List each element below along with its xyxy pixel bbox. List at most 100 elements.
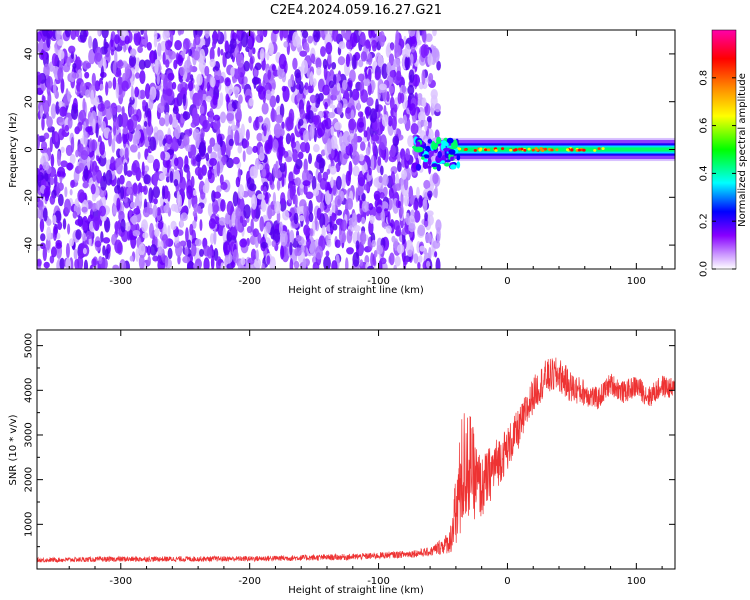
noise-blob [182, 255, 191, 264]
noise-blob [103, 100, 111, 110]
noise-blob [68, 45, 76, 54]
noise-blob [160, 196, 164, 207]
noise-blob [171, 116, 179, 128]
noise-blob [385, 44, 392, 58]
noise-blob [280, 245, 285, 260]
noise-blob [192, 50, 200, 61]
noise-blob [388, 115, 393, 127]
noise-blob [398, 117, 404, 124]
noise-blob [69, 189, 73, 196]
noise-blob [148, 187, 154, 204]
noise-blob [260, 184, 264, 192]
noise-blob [184, 246, 189, 257]
noise-blob [259, 48, 265, 62]
noise-blob [225, 93, 230, 103]
noise-blob [209, 233, 215, 245]
noise-blob [101, 30, 109, 39]
noise-blob [360, 141, 366, 151]
noise-blob [351, 54, 357, 70]
noise-blob [138, 192, 143, 202]
noise-blob [141, 219, 148, 233]
noise-blob [120, 186, 125, 200]
noise-blob [313, 144, 320, 153]
noise-blob [195, 154, 202, 163]
signal-turbulence [433, 142, 439, 148]
noise-blob [323, 111, 327, 119]
noise-blob [396, 243, 405, 255]
noise-blob [313, 30, 321, 43]
noise-blob [129, 144, 138, 153]
noise-blob [66, 162, 73, 171]
noise-blob [424, 211, 428, 222]
noise-blob [243, 204, 251, 219]
signal-turbulence [436, 163, 441, 172]
noise-blob [426, 115, 432, 123]
noise-blob [309, 123, 315, 139]
noise-blob [324, 190, 332, 205]
noise-blob [388, 85, 395, 94]
noise-blob [189, 64, 193, 73]
noise-blob [391, 235, 396, 243]
noise-blob [173, 178, 179, 187]
noise-blob [339, 131, 343, 147]
noise-blob [299, 108, 306, 120]
noise-blob [265, 89, 272, 101]
y-tick-label: 5000 [24, 333, 35, 358]
noise-blob [111, 138, 116, 153]
noise-blob [142, 232, 149, 239]
noise-blob [419, 196, 424, 206]
signal-turbulence [450, 156, 454, 162]
noise-blob [257, 115, 264, 123]
spectrogram-xlabel: Height of straight line (km) [288, 285, 424, 296]
noise-blob [192, 128, 201, 141]
noise-blob [365, 39, 371, 49]
noise-blob [179, 66, 185, 77]
noise-blob [204, 65, 210, 77]
noise-blob [356, 213, 362, 223]
noise-blob [110, 30, 116, 41]
noise-blob [218, 217, 227, 226]
noise-blob [413, 201, 419, 211]
noise-blob [348, 118, 357, 131]
noise-blob [427, 190, 433, 198]
noise-blob [212, 142, 221, 152]
noise-blob [137, 151, 141, 160]
noise-blob [177, 254, 181, 265]
noise-blob [328, 186, 333, 195]
noise-blob [431, 49, 440, 58]
noise-blob [188, 80, 194, 92]
noise-blob [308, 200, 313, 215]
noise-blob [167, 72, 175, 81]
noise-blob [149, 222, 155, 239]
noise-blob [295, 158, 303, 170]
noise-blob [401, 85, 407, 94]
x-tick-label: -200 [238, 576, 261, 587]
noise-blob [270, 226, 275, 240]
noise-blob [377, 54, 384, 68]
noise-blob [67, 223, 71, 235]
noise-blob [99, 205, 107, 217]
noise-blob [153, 35, 158, 48]
noise-blob [395, 30, 400, 46]
noise-blob [278, 150, 283, 167]
noise-blob [428, 72, 434, 83]
noise-blob [94, 80, 101, 92]
spectrogram-image [37, 30, 675, 269]
noise-blob [293, 260, 300, 269]
noise-blob [60, 146, 65, 153]
noise-blob [124, 35, 130, 45]
noise-blob [376, 206, 382, 214]
noise-blob [385, 225, 392, 234]
noise-blob [257, 30, 263, 37]
noise-blob [279, 230, 288, 247]
noise-blob [237, 184, 245, 200]
noise-blob [211, 33, 219, 40]
noise-blob [379, 134, 387, 151]
noise-blob [51, 53, 58, 67]
noise-blob [75, 56, 82, 71]
noise-blob [417, 262, 421, 269]
noise-blob [52, 214, 57, 225]
noise-blob [240, 257, 246, 266]
noise-blob [71, 105, 79, 120]
noise-blob [156, 255, 162, 263]
